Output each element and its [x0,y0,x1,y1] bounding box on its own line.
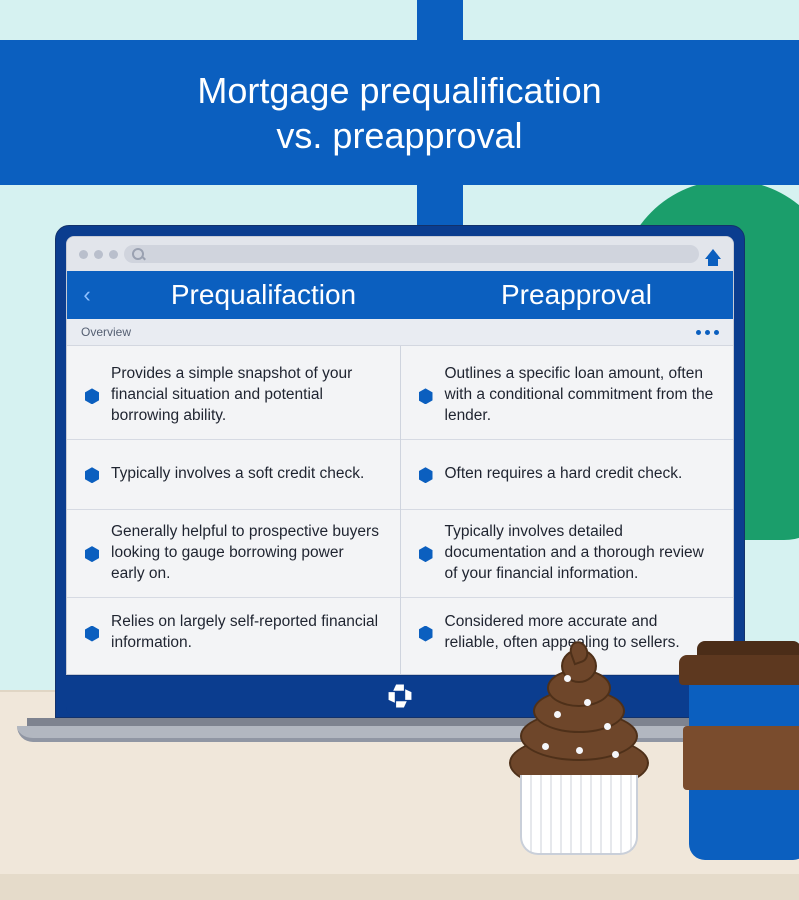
list-item: Outlines a specific loan amount, often w… [401,352,734,440]
cupcake-illustration [504,651,654,855]
window-dot [79,250,88,259]
home-icon [705,249,721,259]
back-chevron-icon: ‹ [67,282,107,308]
item-text: Generally helpful to prospective buyers … [111,522,382,585]
list-item: Typically involves a soft credit check. [67,440,400,510]
browser-window: ‹ Prequalifaction Preapproval Overview P… [66,236,734,675]
column-heading-left: Prequalifaction [107,271,420,319]
address-bar [124,245,699,263]
list-item: Often requires a hard credit check. [401,440,734,510]
desk-edge [0,874,799,900]
window-controls [79,250,118,259]
list-item: Generally helpful to prospective buyers … [67,510,400,598]
laptop-hinge [27,718,773,726]
item-text: Outlines a specific loan amount, often w… [445,364,716,427]
window-dot [109,250,118,259]
browser-chrome-bar [67,237,733,271]
sub-bar-label: Overview [81,325,131,339]
item-text: Often requires a hard credit check. [445,464,683,485]
bullet-icon [85,626,99,642]
coffee-cup-illustration [669,630,799,860]
bullet-icon [85,546,99,562]
list-item: Relies on largely self-reported financia… [67,598,400,668]
more-icon [696,330,719,335]
list-item: Typically involves detailed documentatio… [401,510,734,598]
bullet-icon [419,388,433,404]
item-text: Typically involves a soft credit check. [111,464,364,485]
comparison-table: Provides a simple snapshot of your finan… [67,346,733,674]
comparison-header: ‹ Prequalifaction Preapproval [67,271,733,319]
chase-octagon-icon [387,683,413,709]
preapproval-column: Outlines a specific loan amount, often w… [400,346,734,674]
page-title: Mortgage prequalification vs. preapprova… [0,40,799,185]
sub-bar: Overview [67,319,733,346]
item-text: Provides a simple snapshot of your finan… [111,364,382,427]
item-text: Typically involves detailed documentatio… [445,522,716,585]
bullet-icon [419,467,433,483]
bullet-icon [419,546,433,562]
prequalification-column: Provides a simple snapshot of your finan… [67,346,400,674]
bullet-icon [85,467,99,483]
column-heading-right: Preapproval [420,271,733,319]
bullet-icon [419,626,433,642]
cupcake-frosting [504,651,654,791]
laptop-screen: ‹ Prequalifaction Preapproval Overview P… [55,225,745,718]
bullet-icon [85,388,99,404]
window-dot [94,250,103,259]
cupcake-liner [520,775,638,855]
item-text: Relies on largely self-reported financia… [111,612,382,654]
list-item: Provides a simple snapshot of your finan… [67,352,400,440]
